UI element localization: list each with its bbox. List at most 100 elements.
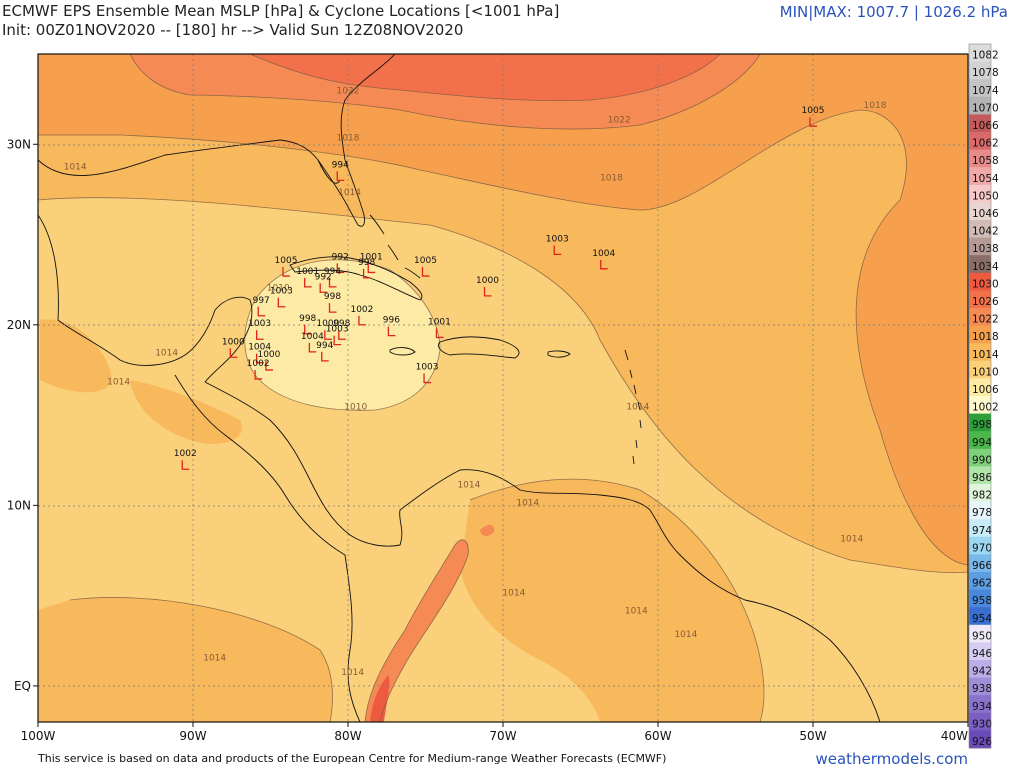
low-pressure-symbol: [321, 351, 329, 362]
low-pressure-symbol: [257, 306, 266, 317]
cyclone-marker: 1004: [301, 332, 324, 353]
cyclone-pressure-label: 1002: [247, 359, 270, 369]
min-max-readout: MIN|MAX: 1007.7 | 1026.2 hPa: [779, 3, 1008, 21]
colorbar-swatch: [969, 167, 991, 186]
cyclone-marker: 1003: [546, 234, 569, 256]
lon-tick-label: 100W: [21, 729, 56, 743]
map-title: ECMWF EPS Ensemble Mean MSLP [hPa] & Cyc…: [2, 2, 559, 40]
isobar-label: 1014: [516, 498, 539, 508]
cyclone-marker: 1002: [350, 305, 373, 326]
cyclone-marker: 1000: [316, 319, 340, 340]
cyclone-marker: 1001: [428, 317, 451, 339]
isobar-label: 1014: [840, 534, 863, 544]
isobar-label: 1014: [626, 403, 649, 413]
colorbar-label: 1018: [972, 331, 999, 343]
colorbar-swatch: [969, 290, 991, 309]
colorbar-label: 1006: [972, 384, 999, 396]
colorbar-swatch: [969, 554, 991, 573]
colorbar-label: 962: [972, 578, 992, 590]
colorbar-label: 934: [972, 701, 992, 713]
colorbar-swatch: [969, 114, 991, 133]
colorbar-swatch: [969, 255, 991, 274]
low-pressure-symbol: [600, 259, 608, 270]
isobar-label: 1014: [64, 163, 87, 173]
low-pressure-symbol: [254, 369, 263, 380]
cyclone-pressure-label: 994: [316, 341, 333, 351]
colorbar-swatch: [969, 343, 991, 362]
low-pressure-symbol: [282, 267, 290, 277]
colorbar-swatch: [969, 96, 991, 115]
cyclone-marker: 998: [299, 314, 317, 335]
colorbar-swatch: [969, 519, 991, 538]
attribution-text: This service is based on data and produc…: [38, 752, 667, 765]
colorbar-swatch: [969, 730, 991, 749]
cyclone-marker: 1003: [326, 325, 349, 346]
colorbar-label: 1046: [972, 208, 999, 220]
cyclone-marker: 994: [316, 341, 334, 362]
colorbar-label: 1062: [972, 138, 999, 150]
isobar-label: 1010: [344, 403, 367, 413]
colorbar-swatch: [969, 712, 991, 731]
colorbar-swatch: [969, 484, 991, 503]
cyclone-marker: 1004: [248, 343, 271, 364]
cyclone-pressure-label: 1003: [546, 234, 569, 244]
lat-tick-label: 20N: [7, 318, 31, 332]
colorbar-swatch: [969, 501, 991, 520]
cyclone-pressure-label: 1000: [476, 276, 499, 286]
lon-tick-label: 50W: [799, 729, 826, 743]
lat-tick-label: 30N: [7, 137, 31, 151]
cyclone-pressure-label: 1000: [316, 319, 339, 329]
low-pressure-symbol: [423, 373, 432, 384]
isobar-label: 1014: [341, 668, 364, 678]
colorbar-label: 946: [972, 648, 992, 660]
colorbar-swatch: [969, 184, 991, 203]
isobar-label: 1014: [502, 589, 525, 599]
colorbar-label: 1070: [972, 102, 999, 114]
low-pressure-symbol: [483, 286, 492, 297]
colorbar-label: 1042: [972, 226, 999, 238]
cyclone-pressure-label: 1004: [248, 343, 271, 353]
graticule: [38, 54, 968, 722]
cyclone-marker: 1005: [414, 256, 437, 277]
low-pressure-symbol: [308, 342, 317, 353]
brand-link[interactable]: weathermodels.com: [815, 750, 968, 768]
cyclone-pressure-label: 1003: [270, 287, 293, 297]
isobar-label: 1014: [457, 480, 480, 490]
lon-tick-label: 60W: [644, 729, 671, 743]
colorbar-label: 1054: [972, 173, 999, 185]
cyclone-pressure-label: 992: [315, 272, 332, 282]
colorbar-label: 1082: [972, 50, 999, 62]
cyclone-pressure-label: 1003: [326, 325, 349, 335]
cyclone-pressure-label: 1003: [248, 319, 271, 329]
cyclone-marker: 998: [358, 258, 375, 279]
cyclone-pressure-label: 996: [383, 316, 400, 326]
colorbar-swatch: [969, 396, 991, 415]
colorbar-swatch: [969, 132, 991, 151]
colorbar-label: 974: [972, 525, 992, 537]
cyclone-marker: 1002: [247, 359, 270, 380]
colorbar-swatch: [969, 220, 991, 239]
isobar-label: 1022: [337, 87, 360, 97]
colorbar-swatch: [969, 466, 991, 485]
cyclone-marker: 994: [324, 267, 341, 288]
colorbar-label: 970: [972, 542, 992, 554]
isobar-label: 1014: [674, 630, 697, 640]
low-pressure-symbol: [328, 277, 337, 288]
colorbar-label: 958: [972, 595, 992, 607]
colorbar-swatch: [969, 572, 991, 591]
colorbar-label: 990: [972, 454, 992, 466]
colorbar-label: 1002: [972, 402, 999, 414]
isobar-label: 1014: [155, 349, 178, 359]
cyclone-marker: 998: [333, 319, 351, 340]
cyclone-marker: 1002: [174, 449, 197, 470]
cyclone-pressure-label: 1005: [414, 256, 437, 266]
isobar-label: 1022: [608, 116, 631, 126]
low-pressure-symbol: [367, 263, 376, 274]
colorbar-swatch: [969, 237, 991, 256]
colorbar-swatch: [969, 360, 991, 379]
low-pressure-symbol: [229, 348, 238, 358]
low-pressure-symbol: [255, 330, 264, 340]
lat-tick-label: EQ: [14, 679, 31, 693]
isobar-label: 1018: [600, 173, 623, 183]
